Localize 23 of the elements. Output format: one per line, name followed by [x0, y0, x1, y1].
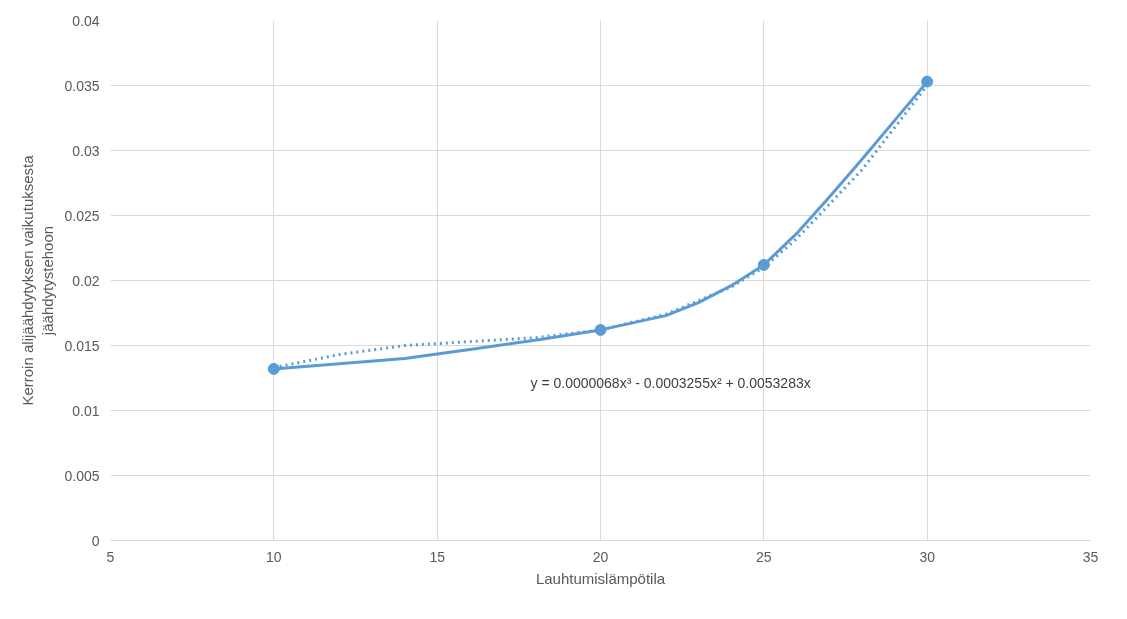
y-tick-label: 0.015 — [64, 337, 100, 354]
y-tick-label: 0.03 — [72, 142, 100, 159]
x-tick-label: 30 — [919, 548, 936, 565]
y-axis-title: Kerroin alijäähdytyksen vaikutuksesta jäähdytystehoon — [19, 154, 57, 406]
x-tick-label: 10 — [266, 548, 282, 565]
x-axis-title: Lauhtumislämpötila — [535, 569, 666, 587]
annotation: y = 0.0000068x³ - 0.0003255x² + 0.0053283x — [530, 374, 811, 391]
x-tick-label: 5 — [106, 548, 115, 565]
y-tick-label: 0.035 — [64, 77, 100, 94]
point — [921, 75, 934, 88]
y-tick-label: 0.02 — [72, 272, 100, 289]
y-tick-label: 0 — [91, 532, 100, 549]
point — [594, 323, 607, 336]
x-tick-label: 20 — [592, 548, 609, 565]
y-tick-label: 0.01 — [72, 402, 100, 419]
x-tick-label: 35 — [1082, 548, 1099, 565]
x-tick-label: 25 — [756, 548, 772, 565]
point — [267, 362, 280, 375]
point — [757, 258, 770, 271]
y-tick-label: 0.005 — [64, 467, 100, 484]
y-tick-label: 0.025 — [64, 207, 100, 224]
x-tick-label: 15 — [429, 548, 446, 565]
y-tick-label: 0.04 — [72, 12, 100, 29]
